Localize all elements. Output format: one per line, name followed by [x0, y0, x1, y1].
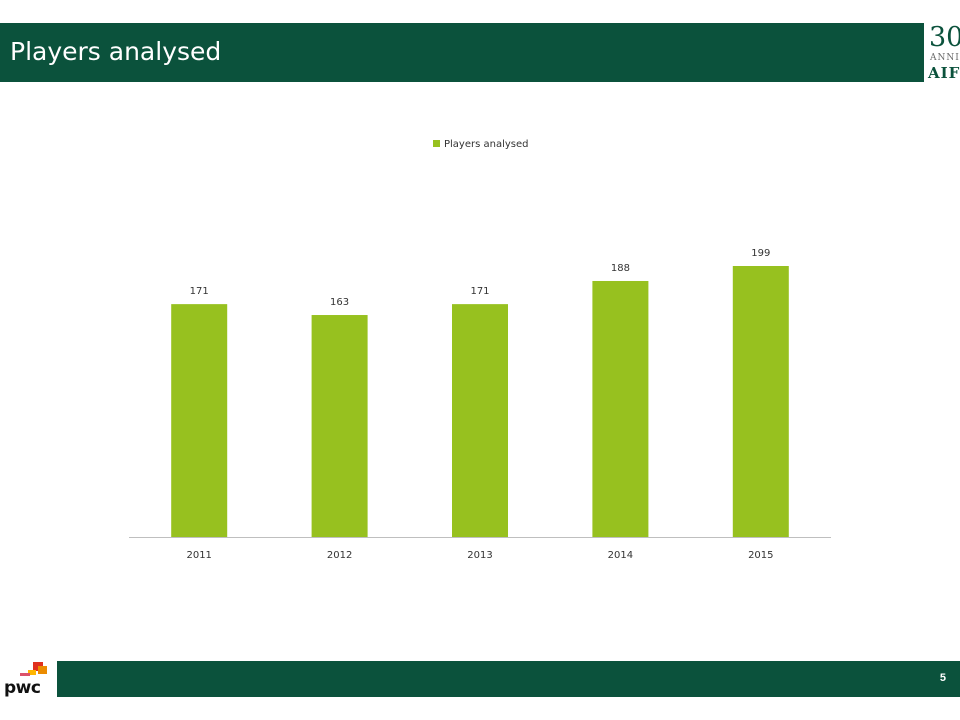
bar — [732, 266, 789, 537]
legend-label: Players analysed — [444, 139, 529, 150]
data-label: 171 — [190, 286, 209, 297]
aifi-30-anni-logo: 30 ANNI AIFI — [926, 22, 960, 82]
bar — [171, 304, 228, 537]
x-tick-label: 2011 — [186, 550, 211, 561]
bar — [311, 315, 368, 537]
bar — [452, 304, 508, 537]
data-label: 171 — [470, 286, 489, 297]
bar — [592, 280, 649, 537]
x-tick-label: 2013 — [467, 550, 492, 561]
footer-bar: 5 — [57, 661, 960, 697]
aifi-logo-anni: ANNI — [930, 53, 960, 63]
x-tick-label: 2015 — [748, 550, 773, 561]
header-bar: Players analysed — [0, 23, 924, 82]
x-tick-label: 2012 — [327, 550, 352, 561]
pwc-logo-mark — [20, 662, 47, 676]
aifi-logo-word: AIFI — [928, 64, 960, 82]
data-label: 163 — [330, 297, 349, 308]
data-label: 199 — [751, 248, 770, 259]
x-tick-label: 2014 — [608, 550, 633, 561]
page-number: 5 — [939, 672, 946, 684]
aifi-logo-number: 30 — [929, 22, 960, 53]
data-label: 188 — [611, 263, 630, 274]
page-title: Players analysed — [10, 37, 222, 66]
pwc-logo: pwc — [0, 660, 56, 700]
pwc-logo-text: pwc — [4, 678, 41, 698]
legend-swatch — [433, 140, 440, 147]
